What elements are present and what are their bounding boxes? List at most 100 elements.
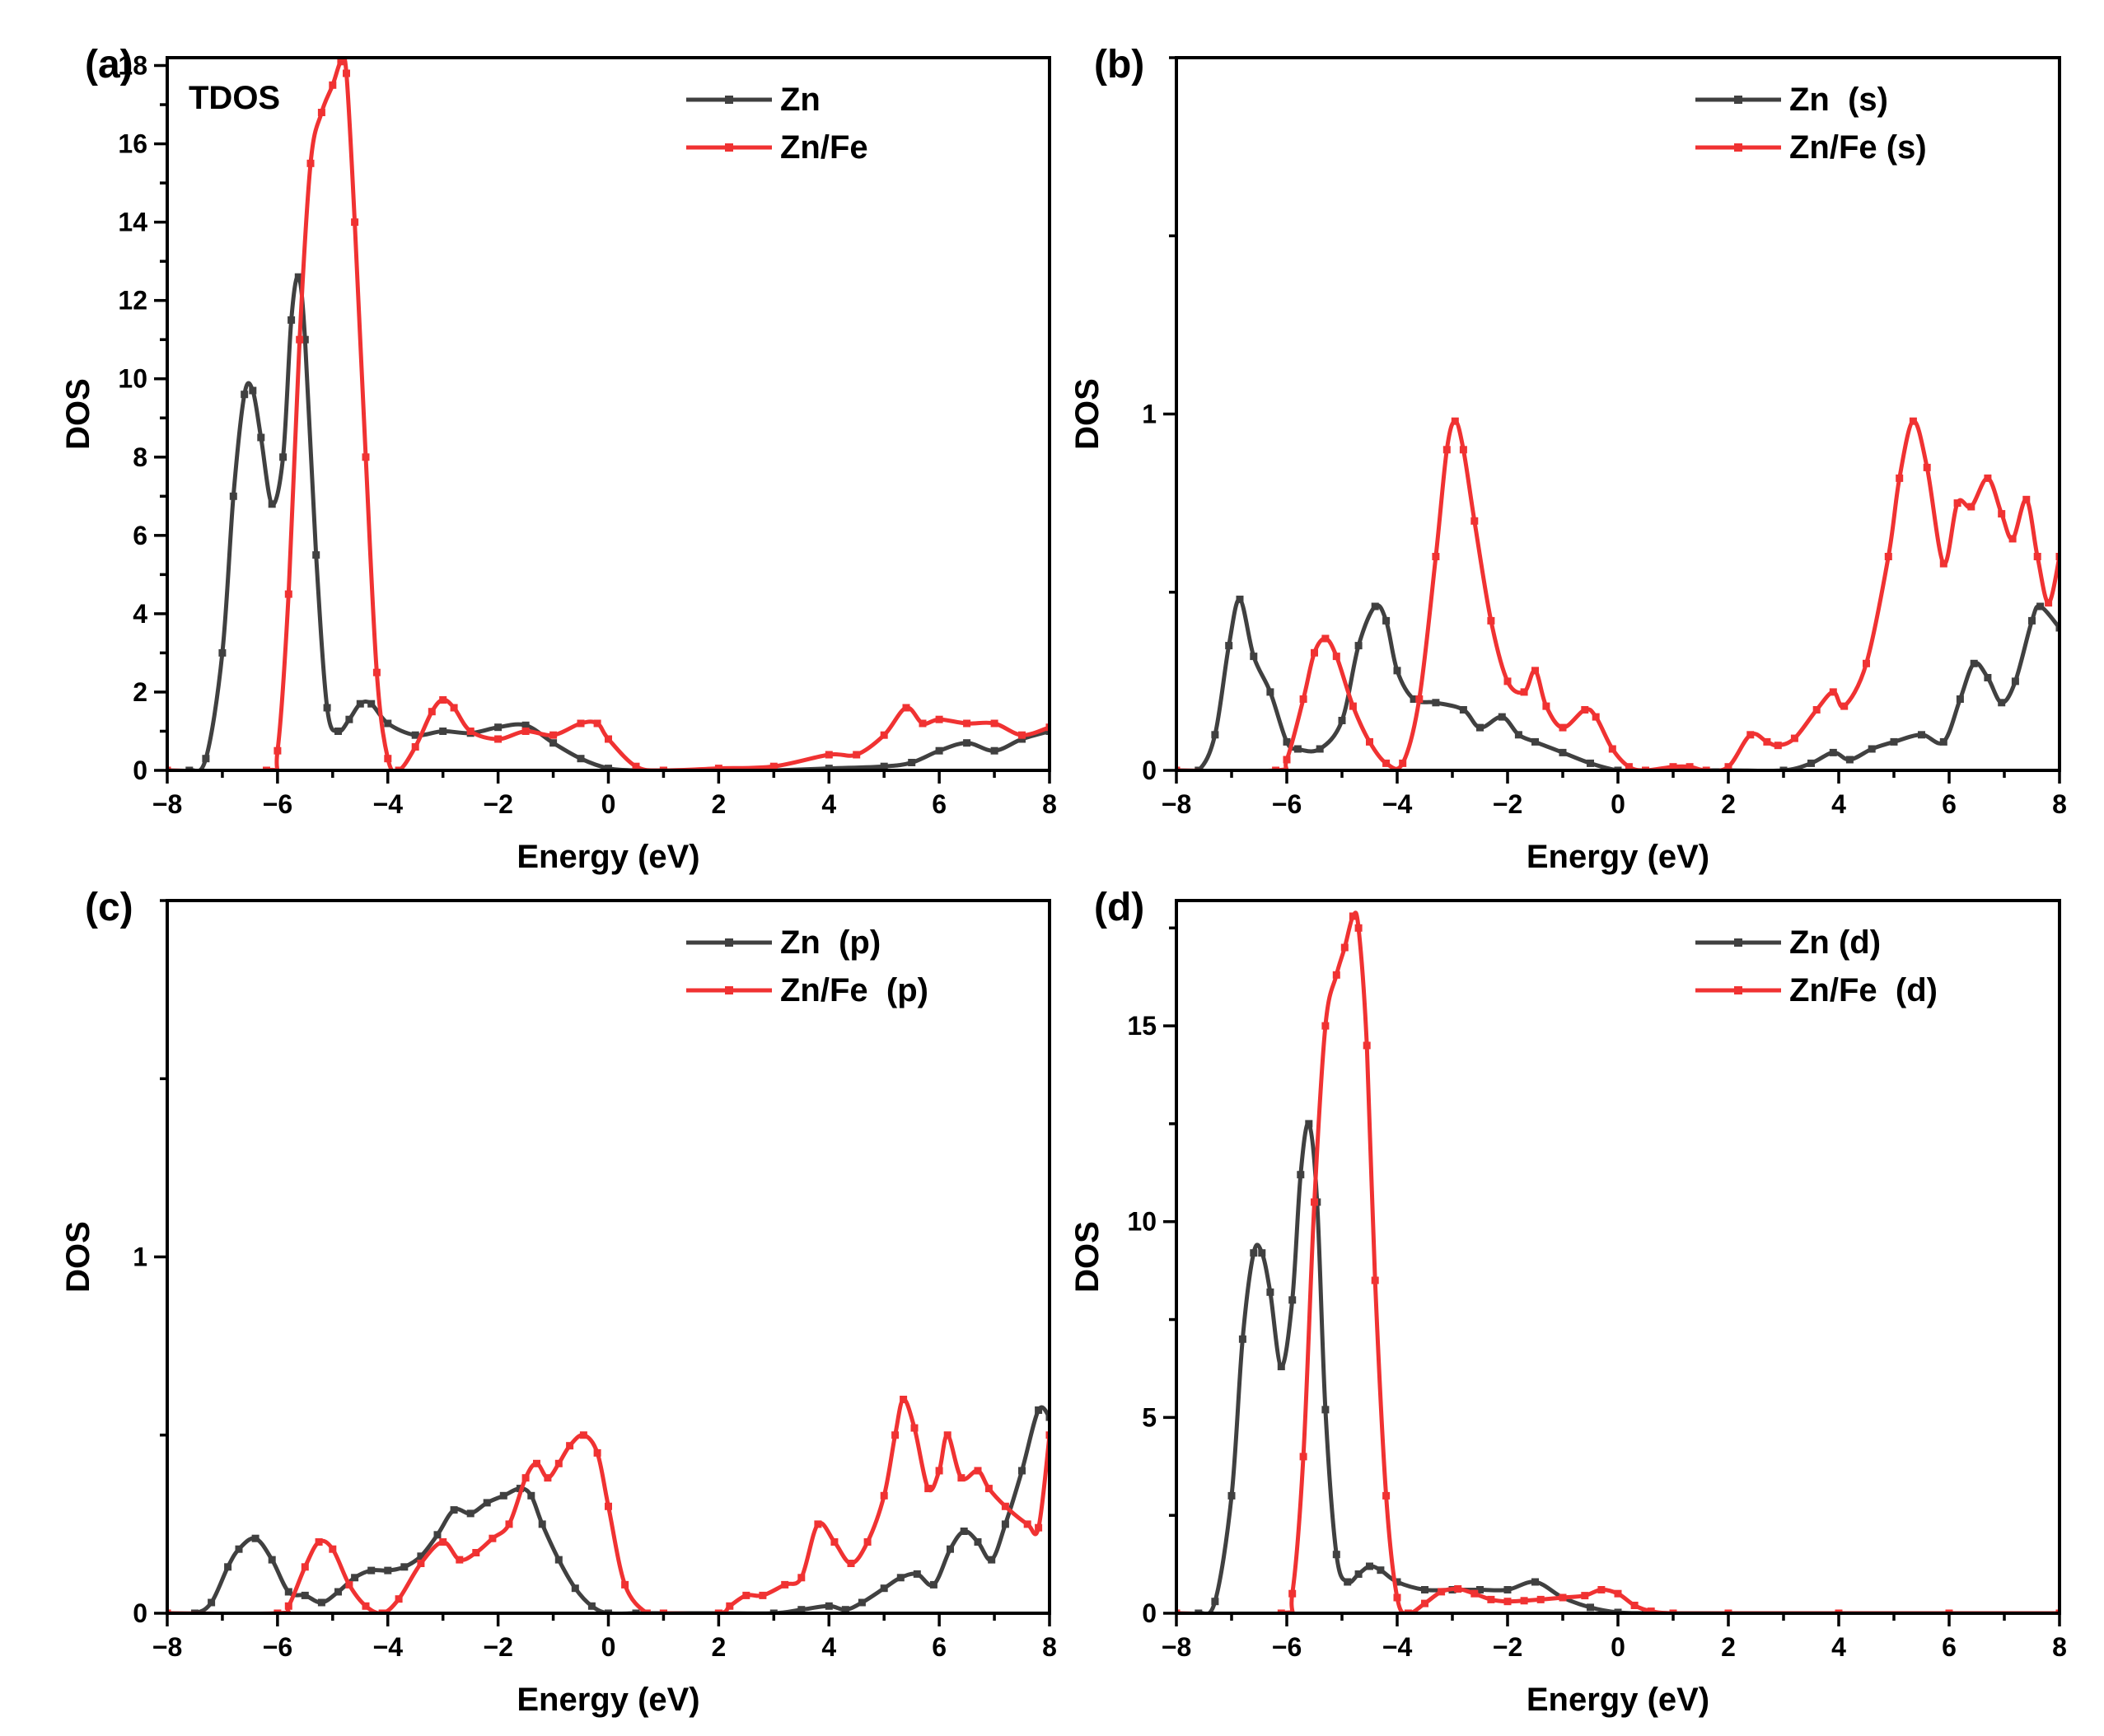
data-point (384, 1566, 392, 1575)
data-point (1045, 728, 1050, 735)
data-point (919, 719, 927, 728)
data-point (362, 453, 370, 461)
legend: Zn Zn/Fe (686, 82, 868, 166)
legend-marker (1734, 143, 1742, 152)
data-point (1829, 688, 1837, 696)
series-d-znfe (1176, 910, 2060, 1613)
panel-d: −8 −6 −4 −2 0 2 4 6 8 0 5 10 15 Energy (eV) DOS (d) Zn (… (1069, 886, 2067, 1718)
data-point (1559, 1593, 1567, 1602)
series-a-znfe (167, 56, 1050, 770)
series-line (167, 56, 1050, 770)
data-point (1415, 695, 1424, 703)
data-point (929, 1580, 937, 1589)
data-point (1945, 1609, 1953, 1613)
y-tick-label: 2 (133, 677, 147, 707)
data-point (1669, 1609, 1677, 1613)
data-point (1305, 1120, 1313, 1128)
x-tick-label: 8 (2052, 789, 2067, 819)
data-point (356, 700, 364, 708)
data-point (1045, 1431, 1050, 1439)
data-point (1195, 1609, 1203, 1613)
x-axis-title: Energy (eV) (517, 1682, 699, 1718)
data-point (714, 765, 722, 770)
y-tick-label: 10 (118, 364, 147, 394)
data-point (825, 765, 833, 770)
data-point (466, 1509, 475, 1518)
data-point (1236, 595, 1244, 603)
plot-frame (166, 56, 1051, 772)
data-point (433, 1531, 442, 1539)
data-point (288, 316, 296, 324)
series-line (1176, 597, 2060, 770)
data-point (1393, 1593, 1401, 1602)
data-point (769, 1609, 778, 1613)
data-point (439, 728, 447, 735)
data-point (1476, 1586, 1484, 1593)
data-point (814, 1520, 822, 1528)
data-point (1399, 759, 1407, 767)
x-tick-label: −8 (1162, 1632, 1191, 1662)
panel-a: −8 −6 −4 −2 0 2 4 6 8 0 2 4 6 8 10 12 14 16 18 Energy (eV) D… (60, 43, 1057, 875)
data-point (1614, 766, 1622, 770)
data-point (1984, 474, 1992, 482)
data-point (1790, 734, 1798, 742)
data-point (1321, 1406, 1330, 1414)
data-point (450, 1506, 458, 1514)
data-point (1277, 1609, 1285, 1613)
data-point (1340, 943, 1349, 952)
data-point (943, 1431, 951, 1439)
data-point (1195, 766, 1203, 770)
data-point (315, 1538, 323, 1546)
data-point (1592, 713, 1600, 721)
x-tick-label: −6 (263, 1632, 292, 1662)
data-point (544, 1474, 552, 1482)
x-tick-label: 0 (601, 1632, 616, 1662)
series-c-znfe (167, 1396, 1050, 1613)
x-tick-label: 2 (1721, 1632, 1736, 1662)
legend-label: Zn (p) (780, 924, 881, 961)
data-point (1001, 1502, 1009, 1510)
data-point (1498, 713, 1506, 721)
data-point (1035, 1406, 1043, 1414)
data-point (1970, 659, 1978, 667)
data-point (384, 719, 392, 728)
data-point (1316, 745, 1324, 753)
y-tick-label: 6 (133, 521, 147, 550)
data-point (1227, 1491, 1236, 1500)
data-point (1614, 1608, 1622, 1613)
data-point (249, 386, 257, 395)
data-point (957, 1474, 966, 1482)
x-axis-title: Energy (eV) (1527, 839, 1709, 875)
data-point (284, 1588, 292, 1596)
data-point (191, 1609, 199, 1613)
y-tick-label: 0 (1142, 1598, 1157, 1628)
data-point (1283, 756, 1291, 764)
data-point (533, 1459, 540, 1467)
x-tick-label: 8 (1042, 1632, 1057, 1662)
data-point (880, 1491, 888, 1500)
data-point (372, 668, 381, 676)
data-point (294, 273, 302, 281)
data-point (797, 1574, 806, 1582)
data-point (963, 739, 971, 747)
data-point (466, 728, 475, 735)
data-point (632, 1609, 640, 1613)
data-point (781, 1580, 789, 1589)
y-tick-label: 12 (118, 286, 147, 316)
data-point (1363, 1041, 1371, 1050)
data-point (900, 1396, 908, 1403)
data-point (2008, 535, 2017, 543)
data-point (472, 1549, 480, 1556)
data-point (284, 1602, 292, 1610)
data-point (990, 746, 998, 755)
panel-label: (d) (1094, 886, 1144, 929)
data-point (1045, 1413, 1050, 1421)
data-point (384, 755, 392, 763)
data-point (494, 735, 503, 743)
data-point (345, 715, 353, 723)
data-point (494, 723, 503, 732)
data-point (167, 1609, 171, 1613)
data-point (2033, 553, 2041, 560)
data-point (417, 1552, 425, 1561)
data-point (902, 704, 910, 712)
